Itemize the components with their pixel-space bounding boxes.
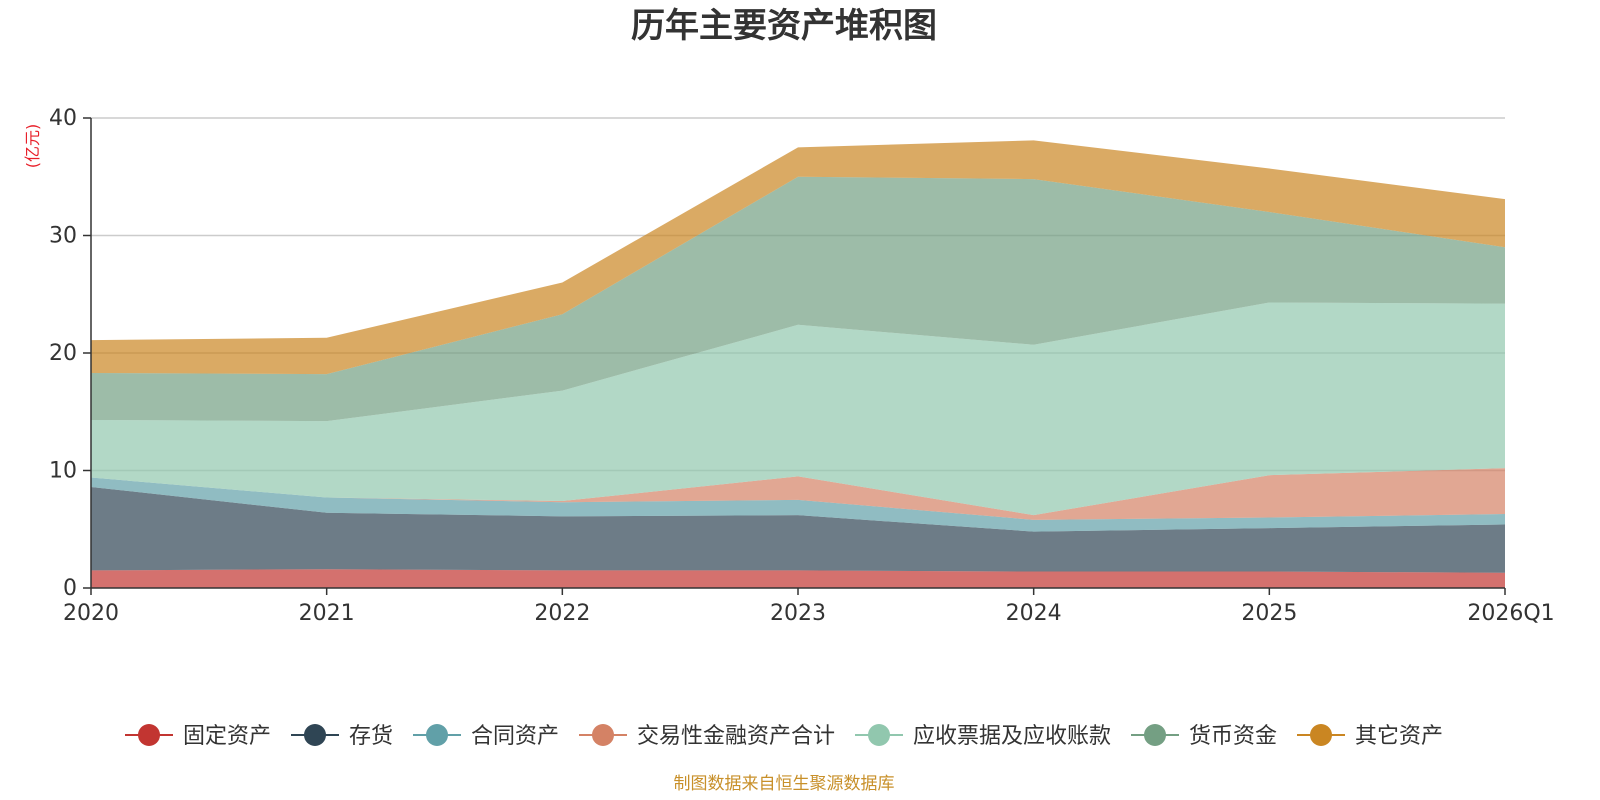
x-tick-label-1: 2021 [299, 601, 355, 626]
legend-marker-1 [304, 724, 326, 746]
area-series-3 [91, 468, 1505, 520]
legend-item-0[interactable]: 固定资产 [125, 724, 271, 749]
legend-label-6: 其它资产 [1355, 724, 1443, 749]
legend-item-6[interactable]: 其它资产 [1297, 724, 1443, 749]
legend-item-3[interactable]: 交易性金融资产合计 [579, 724, 835, 749]
area-series-5 [91, 176, 1505, 422]
legend-label-4: 应收票据及应收账款 [913, 724, 1111, 749]
area-series-6 [91, 140, 1505, 375]
legend-item-5[interactable]: 货币资金 [1131, 724, 1277, 749]
area-series-0 [91, 569, 1505, 588]
x-tick-label-2: 2022 [534, 601, 590, 626]
y-tick-label-0: 0 [63, 576, 77, 601]
x-tick-label-3: 2023 [770, 601, 826, 626]
legend-marker-0 [138, 724, 160, 746]
area-series-2 [91, 477, 1505, 532]
legend-label-2: 合同资产 [471, 724, 559, 749]
x-tick-label-4: 2024 [1006, 601, 1062, 626]
x-tick-label-0: 2020 [63, 601, 119, 626]
y-tick-label-10: 10 [49, 459, 77, 484]
legend: 固定资产 存货 合同资产 交易性金融资产合计 应收票据及应收账款 货币资金 其它资产 [125, 724, 1443, 749]
data-source-note: 制图数据来自恒生聚源数据库 [674, 774, 895, 794]
legend-item-4[interactable]: 应收票据及应收账款 [855, 724, 1111, 749]
legend-label-5: 货币资金 [1189, 724, 1277, 749]
legend-marker-4 [868, 724, 890, 746]
x-tick-label-5: 2025 [1241, 601, 1297, 626]
y-tick-label-30: 30 [49, 224, 77, 249]
y-tick-label-40: 40 [49, 106, 77, 131]
y-axis-unit-label: (亿元) [23, 124, 42, 169]
legend-label-3: 交易性金融资产合计 [637, 724, 835, 749]
legend-marker-6 [1310, 724, 1332, 746]
legend-item-1[interactable]: 存货 [291, 724, 393, 749]
y-tick-label-20: 20 [49, 341, 77, 366]
legend-marker-5 [1144, 724, 1166, 746]
chart-title: 历年主要资产堆积图 [631, 6, 937, 46]
axes: 0 10 20 30 40 2020 2021 2022 2023 2024 2025 2026Q1 [49, 106, 1555, 626]
area-series-1 [91, 486, 1505, 573]
legend-label-0: 固定资产 [183, 724, 271, 749]
legend-marker-3 [592, 724, 614, 746]
area-series-group [91, 140, 1505, 588]
area-series-4 [91, 302, 1505, 516]
x-tick-label-6: 2026Q1 [1467, 601, 1554, 626]
legend-marker-2 [426, 724, 448, 746]
legend-item-2[interactable]: 合同资产 [413, 724, 559, 749]
legend-label-1: 存货 [349, 724, 393, 749]
